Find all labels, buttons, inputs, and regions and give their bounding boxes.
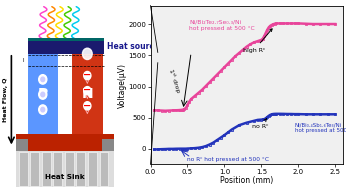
Circle shape xyxy=(41,107,45,112)
Bar xyxy=(16,134,114,151)
Text: N: N xyxy=(82,88,93,101)
Bar xyxy=(28,38,104,41)
Circle shape xyxy=(39,90,47,99)
Circle shape xyxy=(84,87,91,95)
Text: −: − xyxy=(83,101,91,110)
Bar xyxy=(72,54,103,135)
Bar xyxy=(65,152,74,186)
Text: Ni/Bi₀.₄Sb₁.₆Te₃/Ni
hot pressed at 500 °C: Ni/Bi₀.₄Sb₁.₆Te₃/Ni hot pressed at 500 °… xyxy=(294,122,346,133)
Text: no Rᶜ: no Rᶜ xyxy=(253,119,269,129)
Bar xyxy=(88,152,97,186)
Bar xyxy=(76,152,85,186)
Text: −: − xyxy=(83,70,91,80)
Text: no Rᶜ hot pressed at 500 °C: no Rᶜ hot pressed at 500 °C xyxy=(188,157,270,162)
Circle shape xyxy=(39,105,47,114)
Bar xyxy=(16,139,28,151)
Circle shape xyxy=(41,92,45,97)
Y-axis label: Voltage(μV): Voltage(μV) xyxy=(118,63,127,108)
Bar xyxy=(100,152,108,186)
Text: high Rᶜ: high Rᶜ xyxy=(243,29,272,53)
X-axis label: Position (mm): Position (mm) xyxy=(220,176,273,185)
Text: Heat Flow, Q: Heat Flow, Q xyxy=(3,78,8,122)
Text: I: I xyxy=(23,58,24,63)
Circle shape xyxy=(41,77,45,82)
Bar xyxy=(28,54,58,135)
Text: P: P xyxy=(38,88,48,101)
Text: Ni/Bi₂Te₂.₇Se₀.₃/Ni
hot pressed at 500 °C: Ni/Bi₂Te₂.₇Se₀.₃/Ni hot pressed at 500 °… xyxy=(189,19,255,31)
Bar xyxy=(102,139,114,151)
Circle shape xyxy=(84,102,91,110)
Bar xyxy=(53,152,62,186)
Circle shape xyxy=(39,75,47,84)
Circle shape xyxy=(84,71,91,80)
Text: 1ˢᵗ drop: 1ˢᵗ drop xyxy=(167,68,181,93)
Bar xyxy=(16,150,114,187)
Bar xyxy=(42,152,51,186)
Bar xyxy=(19,152,28,186)
Text: −: − xyxy=(83,85,91,95)
Circle shape xyxy=(82,48,92,60)
Text: Heat source: Heat source xyxy=(107,42,160,51)
Bar xyxy=(28,38,104,54)
Bar xyxy=(30,152,39,186)
Text: Heat Sink: Heat Sink xyxy=(45,174,85,180)
